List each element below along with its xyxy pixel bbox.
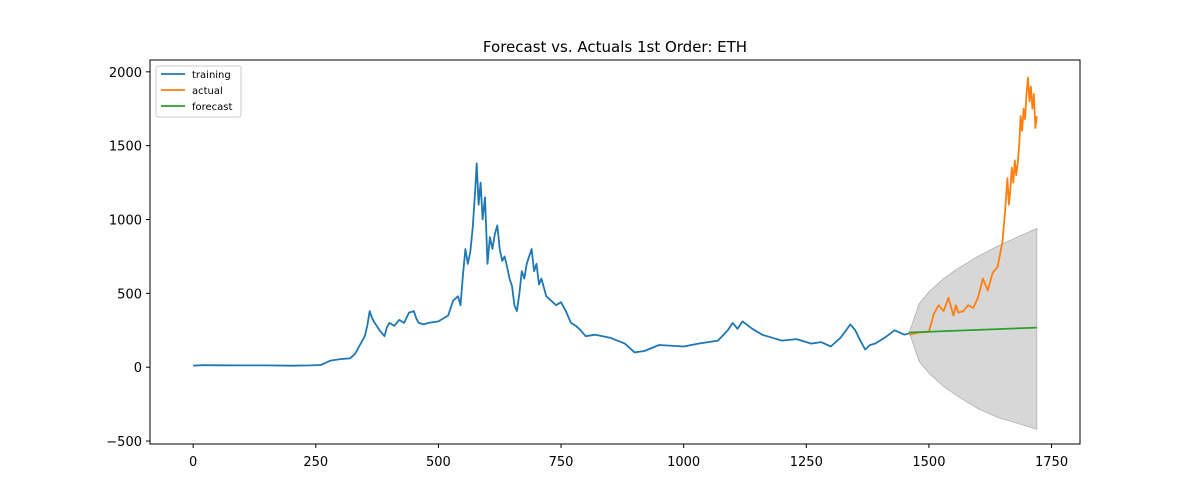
legend-label-forecast: forecast xyxy=(192,102,233,113)
series-line-training xyxy=(193,162,910,367)
x-tick-label: 1000 xyxy=(667,455,700,470)
x-tick-label: 250 xyxy=(303,455,328,470)
confidence-band-layer xyxy=(908,227,1038,430)
x-tick-label: 1500 xyxy=(912,455,945,470)
y-tick-label: 500 xyxy=(117,287,142,302)
x-tick-label: 750 xyxy=(549,455,574,470)
confidence-band xyxy=(908,227,1038,430)
y-tick-label: 1000 xyxy=(109,214,142,229)
y-tick-label: 0 xyxy=(134,361,142,376)
series-line-actual xyxy=(909,76,1038,336)
x-tick-label: 500 xyxy=(426,455,451,470)
legend-label-actual: actual xyxy=(192,86,223,97)
series-layer xyxy=(193,76,1038,367)
series-line-forecast xyxy=(909,326,1037,334)
axes-frame xyxy=(149,59,1081,445)
x-tick-label: 1250 xyxy=(790,455,823,470)
legend: training actual forecast xyxy=(155,65,242,118)
x-tick-label: 0 xyxy=(189,455,197,470)
y-tick-label: 1500 xyxy=(109,140,142,155)
y-tick-label: 2000 xyxy=(109,66,142,81)
x-tick-label: 1750 xyxy=(1035,455,1068,470)
legend-label-training: training xyxy=(192,70,231,81)
chart-title: Forecast vs. Actuals 1st Order: ETH xyxy=(483,38,747,56)
x-axis: 0 250 500 750 1000 1250 1500 1750 xyxy=(189,444,1068,470)
y-axis: −500 0 500 1000 1500 2000 xyxy=(106,66,150,450)
legend-box xyxy=(155,65,242,118)
y-tick-label: −500 xyxy=(106,435,142,450)
